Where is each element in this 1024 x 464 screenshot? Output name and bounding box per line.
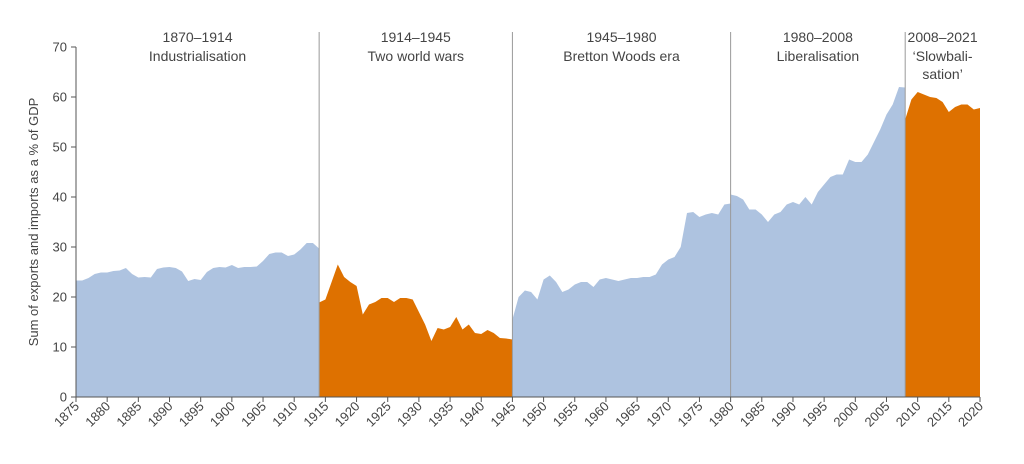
- x-tick-label-2010: 2010: [893, 399, 924, 430]
- x-tick-label-1910: 1910: [269, 399, 300, 430]
- x-tick-label-1960: 1960: [581, 399, 612, 430]
- era-title-1870: Industrialisation: [149, 48, 246, 64]
- era-period-1945: 1945–1980: [586, 29, 656, 45]
- x-tick-label-1945: 1945: [487, 399, 518, 430]
- x-tick-label-1950: 1950: [519, 399, 550, 430]
- x-tick-label-2020: 2020: [955, 399, 986, 430]
- x-tick-label-1980: 1980: [706, 399, 737, 430]
- y-tick-label-40: 40: [53, 190, 67, 205]
- x-tick-label-1970: 1970: [643, 399, 674, 430]
- x-tick-label-1920: 1920: [332, 399, 363, 430]
- era-title-2008: ‘Slowbali-: [913, 48, 973, 64]
- x-tick-label-1885: 1885: [113, 399, 144, 430]
- era-title-1914: Two world wars: [368, 48, 464, 64]
- x-tick-label-1915: 1915: [300, 399, 331, 430]
- x-tick-label-1890: 1890: [145, 399, 176, 430]
- era-period-1914: 1914–1945: [381, 29, 451, 45]
- x-tick-label-1990: 1990: [768, 399, 799, 430]
- x-tick-label-2000: 2000: [830, 399, 861, 430]
- era-label-group: 1870–1914 Industrialisation 1914–1945 Two w…: [149, 29, 978, 82]
- y-tick-label-60: 60: [53, 90, 67, 105]
- x-tick-label-1955: 1955: [550, 399, 581, 430]
- x-tick-label-1900: 1900: [207, 399, 238, 430]
- x-tick-label-2015: 2015: [924, 399, 955, 430]
- x-tick-label-1880: 1880: [82, 399, 113, 430]
- area-segment-1870–1914: [76, 243, 320, 397]
- era-title-1980: Liberalisation: [777, 48, 860, 64]
- x-tick-label-1975: 1975: [675, 399, 706, 430]
- x-tick-label-1995: 1995: [799, 399, 830, 430]
- y-axis-label: Sum of exports and imports as a % of GDP: [26, 98, 41, 347]
- x-tick-label-1985: 1985: [737, 399, 768, 430]
- era-divider-group: [318, 32, 906, 397]
- y-tick-label-30: 30: [53, 240, 67, 255]
- area-segment-1980–2008: [730, 87, 906, 397]
- era-period-2008: 2008–2021: [908, 29, 978, 45]
- y-tick-label-20: 20: [53, 290, 67, 305]
- x-tick-label-1925: 1925: [363, 399, 394, 430]
- x-tick-label-1895: 1895: [176, 399, 207, 430]
- x-tick-label-1930: 1930: [394, 399, 425, 430]
- era-title-2008-line-2: sation’: [922, 66, 962, 82]
- x-tick-label-1940: 1940: [456, 399, 487, 430]
- y-tick-label-0: 0: [60, 390, 67, 405]
- y-tick-label-70: 70: [53, 40, 67, 55]
- era-period-1870: 1870–1914: [163, 29, 233, 45]
- era-period-1980: 1980–2008: [783, 29, 853, 45]
- x-tick-label-1965: 1965: [612, 399, 643, 430]
- y-tick-label-50: 50: [53, 140, 67, 155]
- area-segment-1945–1980: [512, 203, 731, 397]
- x-tick-label-1935: 1935: [425, 399, 456, 430]
- y-tick-label-10: 10: [53, 340, 67, 355]
- x-tick-label-1905: 1905: [238, 399, 269, 430]
- x-tick-label-2005: 2005: [862, 399, 893, 430]
- x-tick-label-1875: 1875: [51, 399, 82, 430]
- area-series-group: [76, 87, 980, 397]
- era-title-1945: Bretton Woods era: [563, 48, 680, 64]
- area-segment-1914–1945: [319, 264, 513, 397]
- area-segment-2008–2021: [905, 92, 980, 397]
